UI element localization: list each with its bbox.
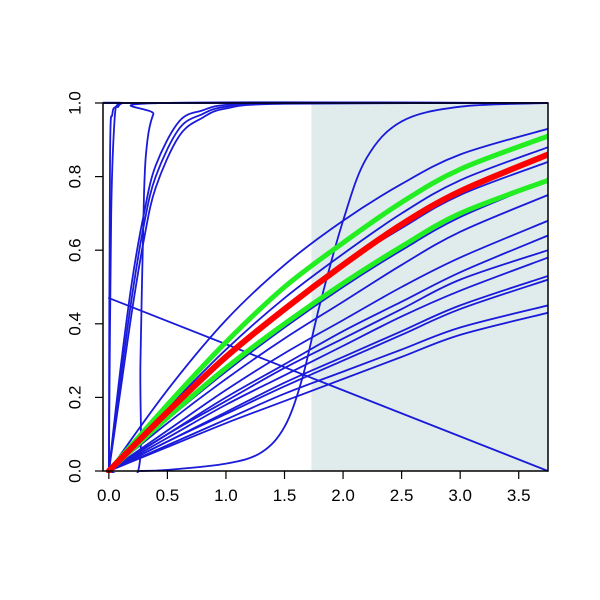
curves-layer — [103, 101, 548, 473]
x-tick-label: 3.0 — [448, 486, 472, 505]
curve-line — [107, 249, 548, 472]
y-tick-label: 0.8 — [66, 165, 85, 189]
y-tick-label: 1.0 — [66, 91, 85, 115]
curve-line — [107, 278, 548, 472]
axes-layer: 0.0 0.5 1.0 1.5 2.0 2.5 3.0 3.5 0.0 0.2 0.4 0.6 0.8 1… — [66, 91, 549, 505]
x-tick-label: 2.5 — [390, 486, 414, 505]
curve-line — [107, 256, 548, 472]
plot-frame — [102, 102, 549, 472]
curve-line — [107, 127, 548, 472]
y-tick-label: 0.0 — [66, 459, 85, 483]
y-tick-label: 0.2 — [66, 386, 85, 410]
x-tick-label: 3.5 — [507, 486, 531, 505]
curve-line — [137, 102, 548, 472]
band-line — [106, 133, 548, 473]
curve-line — [107, 304, 548, 472]
x-tick-label: 0.0 — [97, 486, 121, 505]
curve-line — [107, 311, 548, 472]
curve-line — [107, 219, 548, 472]
curve-line — [107, 194, 548, 472]
x-tick-label: 2.0 — [331, 486, 355, 505]
band-line — [106, 177, 548, 473]
x-tick-label: 1.0 — [214, 486, 238, 505]
y-tick-label: 0.6 — [66, 238, 85, 262]
highlight-line — [105, 151, 548, 473]
x-tick-label: 0.5 — [156, 486, 180, 505]
y-tick-label: 0.4 — [66, 312, 85, 336]
x-tick-label: 1.5 — [273, 486, 297, 505]
